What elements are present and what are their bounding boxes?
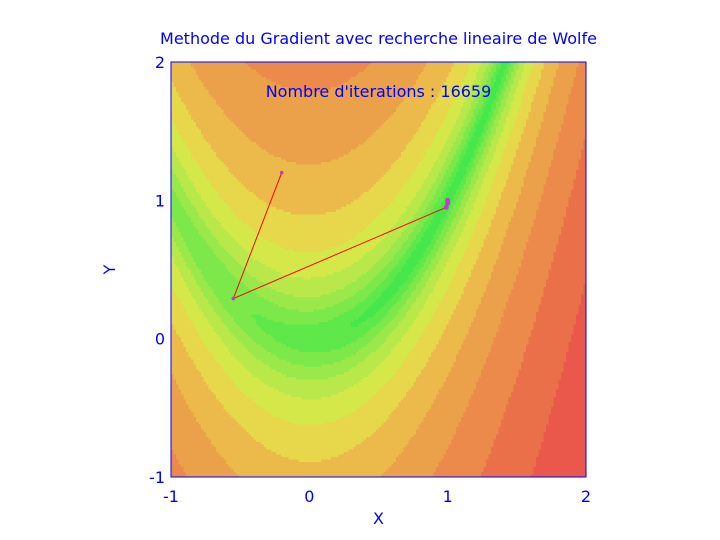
- x-tick-label: 1: [443, 487, 453, 506]
- iterations-annotation: Nombre d'iterations : 16659: [266, 82, 492, 101]
- chart-title: Methode du Gradient avec recherche linea…: [160, 29, 597, 48]
- y-axis-ticks: -1 0 1 2: [149, 53, 165, 487]
- y-tick-label: 0: [155, 330, 165, 349]
- plot-area: [170, 61, 587, 478]
- x-axis-label: X: [373, 509, 384, 528]
- plot-frame: [170, 61, 587, 478]
- x-tick-label: -1: [163, 487, 179, 506]
- path-point: [443, 204, 449, 210]
- iteration-path: [231, 170, 451, 301]
- x-tick-label: 0: [304, 487, 314, 506]
- path-point: [231, 296, 236, 301]
- path-point: [445, 197, 451, 203]
- x-axis-ticks: -1 0 1 2: [163, 487, 591, 506]
- path-point: [279, 170, 284, 175]
- y-axis-label: Y: [100, 264, 119, 275]
- y-tick-label: 2: [155, 53, 165, 72]
- contour-fill: [171, 62, 586, 477]
- x-tick-label: 2: [581, 487, 591, 506]
- y-tick-label: 1: [155, 191, 165, 210]
- y-tick-label: -1: [149, 468, 165, 487]
